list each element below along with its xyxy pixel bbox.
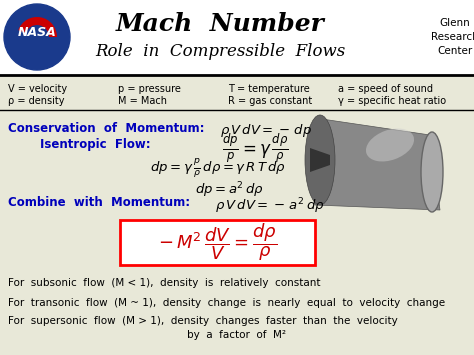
Text: Combine  with  Momentum:: Combine with Momentum: (8, 196, 190, 209)
Text: For  transonic  flow  (M ~ 1),  density  change  is  nearly  equal  to  velocity: For transonic flow (M ~ 1), density chan… (8, 298, 445, 308)
Text: Glenn
Research
Center: Glenn Research Center (431, 18, 474, 56)
FancyBboxPatch shape (120, 220, 315, 265)
Text: T = temperature: T = temperature (228, 84, 310, 94)
Text: $\rho\,V\,dV = -\,dp$: $\rho\,V\,dV = -\,dp$ (220, 122, 312, 139)
Text: a = speed of sound: a = speed of sound (338, 84, 433, 94)
Text: Role  in  Compressible  Flows: Role in Compressible Flows (95, 44, 345, 60)
Text: M = Mach: M = Mach (118, 96, 167, 106)
Text: Mach  Number: Mach Number (116, 12, 324, 36)
Text: $dp = a^{2}\,d\rho$: $dp = a^{2}\,d\rho$ (195, 180, 264, 200)
Text: $\frac{dp}{p} = \gamma\,\frac{d\rho}{\rho}$: $\frac{dp}{p} = \gamma\,\frac{d\rho}{\rh… (222, 133, 289, 165)
Ellipse shape (421, 132, 443, 212)
Text: $-\,M^{2}\,\dfrac{dV}{V} = \dfrac{d\rho}{\rho}$: $-\,M^{2}\,\dfrac{dV}{V} = \dfrac{d\rho}… (158, 221, 278, 263)
Text: ρ = density: ρ = density (8, 96, 64, 106)
Text: Conservation  of  Momentum:: Conservation of Momentum: (8, 122, 204, 135)
Text: V = velocity: V = velocity (8, 84, 67, 94)
FancyBboxPatch shape (0, 0, 474, 75)
Text: R = gas constant: R = gas constant (228, 96, 312, 106)
Wedge shape (18, 17, 57, 37)
Ellipse shape (305, 115, 335, 205)
Text: For  subsonic  flow  (M < 1),  density  is  relatively  constant: For subsonic flow (M < 1), density is re… (8, 278, 320, 288)
Text: $dp = \gamma\,\frac{p}{\rho}\,d\rho = \gamma\,R\,T\,d\rho$: $dp = \gamma\,\frac{p}{\rho}\,d\rho = \g… (150, 158, 286, 180)
Text: For  supersonic  flow  (M > 1),  density  changes  faster  than  the  velocity: For supersonic flow (M > 1), density cha… (8, 316, 398, 326)
Polygon shape (315, 118, 440, 210)
Text: p = pressure: p = pressure (118, 84, 181, 94)
Text: $\rho\,V\,dV = -\,a^{2}\,d\rho$: $\rho\,V\,dV = -\,a^{2}\,d\rho$ (215, 196, 325, 215)
Text: γ = specific heat ratio: γ = specific heat ratio (338, 96, 446, 106)
Circle shape (4, 4, 70, 70)
Polygon shape (310, 148, 330, 172)
Text: NASA: NASA (18, 26, 56, 38)
Ellipse shape (366, 129, 414, 162)
Text: by  a  factor  of  M²: by a factor of M² (188, 330, 286, 340)
Text: Isentropic  Flow:: Isentropic Flow: (40, 138, 151, 151)
